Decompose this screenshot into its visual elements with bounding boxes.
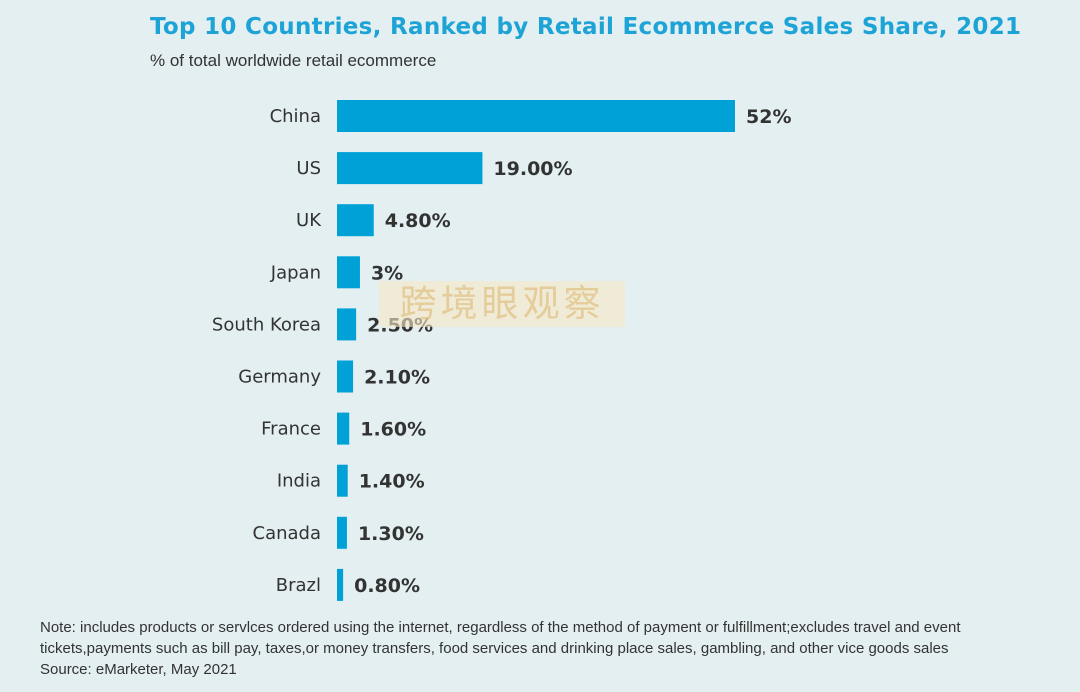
value-label-china: 52% — [746, 106, 791, 128]
category-label-china: China — [270, 106, 321, 127]
bar-china — [337, 100, 735, 132]
source-line: Source: eMarketer, May 2021 — [40, 661, 237, 678]
category-label-us: US — [296, 158, 321, 179]
category-label-japan: Japan — [270, 262, 321, 283]
watermark: 跨境眼观察 — [379, 281, 625, 327]
category-label-brazl: Brazl — [276, 575, 321, 596]
bar-france — [337, 412, 350, 445]
chart-notes: Note: includes products or servlces orde… — [40, 617, 1060, 680]
bar-india — [337, 464, 348, 497]
bar-canada — [337, 516, 347, 549]
category-label-france: France — [261, 419, 321, 440]
bar-germany — [337, 360, 354, 393]
category-label-germany: Germany — [238, 367, 321, 388]
value-label-brazl: 0.80% — [354, 575, 420, 597]
category-label-south-korea: South Korea — [212, 314, 321, 335]
category-label-canada: Canada — [253, 523, 322, 544]
category-label-uk: UK — [296, 210, 322, 231]
value-label-india: 1.40% — [359, 471, 425, 493]
chart-subtitle: % of total worldwide retail ecommerce — [150, 51, 437, 70]
bar-south-korea — [337, 308, 357, 341]
value-label-japan: 3% — [371, 262, 403, 284]
bar-brazl — [337, 568, 344, 601]
value-label-us: 19.00% — [493, 158, 572, 180]
note-line-2: tickets,payments such as bill pay, taxes… — [40, 640, 949, 657]
value-label-canada: 1.30% — [358, 523, 424, 545]
value-label-france: 1.60% — [360, 419, 426, 441]
note-line-1: Note: includes products or servlces orde… — [40, 619, 961, 636]
bar-us — [337, 152, 483, 185]
category-label-india: India — [277, 471, 321, 492]
value-label-germany: 2.10% — [364, 367, 430, 389]
chart-title: Top 10 Countries, Ranked by Retail Ecomm… — [150, 14, 1022, 40]
value-label-uk: 4.80% — [385, 210, 451, 232]
bar-japan — [337, 256, 360, 289]
bar-uk — [337, 204, 374, 237]
